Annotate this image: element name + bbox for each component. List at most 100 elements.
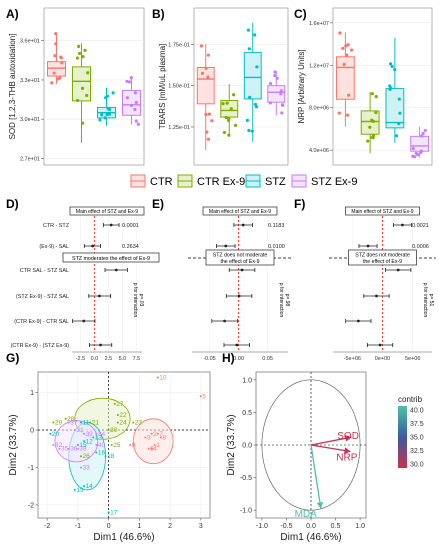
data-point: [233, 123, 238, 127]
data-point: [54, 32, 58, 36]
data-point: [210, 119, 214, 123]
estimate-point: [109, 223, 113, 227]
p-interaction-value: p=.51: [428, 294, 434, 307]
data-point: [103, 116, 107, 120]
individual-point: [132, 421, 135, 424]
data-point: [225, 101, 229, 105]
box-stz: [97, 87, 116, 126]
data-point: [420, 134, 424, 138]
p-interaction-label: p for interaction: [278, 283, 284, 318]
data-point: [268, 101, 272, 105]
row-label: (STZ Ex-9) - STZ SAL: [16, 294, 69, 300]
variable-vector: [310, 444, 351, 454]
row-label: (CTR Ex-9) - CTR SAL: [14, 319, 69, 325]
data-point: [53, 54, 57, 58]
x-axis-label: Dim1 (46.6%): [93, 532, 154, 543]
data-point: [59, 56, 63, 60]
individual-label: 40: [98, 442, 106, 449]
moderation-label-line1: STZ does not moderate: [213, 253, 268, 259]
estimate-point: [99, 343, 102, 347]
individual-label: 18: [107, 453, 115, 460]
individual-label: 7: [159, 431, 163, 438]
individual-point: [80, 455, 82, 458]
variable-vector: [310, 435, 352, 446]
data-point: [397, 121, 401, 126]
data-point: [393, 67, 397, 72]
x-tick-label: 0.05: [262, 356, 273, 362]
estimate-point: [82, 319, 86, 323]
box-body: [335, 56, 355, 100]
individual-label: 34: [98, 431, 106, 438]
colorbar-tick-label: 37.5: [410, 421, 424, 428]
data-point: [232, 93, 236, 97]
data-point: [273, 70, 277, 74]
data-point: [56, 77, 60, 81]
boxplot-C: 1.6e+07 1.2e+07 8.0e+06 4.0e+06 NRP [Arbitra…: [297, 7, 433, 166]
p-value: 0.0006: [412, 244, 429, 250]
legend-label-stz: STZ: [265, 176, 286, 188]
individual-label: 32: [55, 442, 63, 449]
individual-point: [80, 421, 82, 424]
y-tick-label: 4.0e+06: [309, 148, 329, 154]
y-axis-label: NRP [Arbitrary Units]: [297, 49, 306, 123]
data-point: [54, 42, 58, 46]
individual-label: 9: [132, 442, 136, 449]
individual-point: [73, 429, 76, 432]
moderation-label-line2: the effect of Ex-9: [220, 259, 259, 265]
data-point: [281, 103, 285, 108]
legend-title: contrib: [398, 395, 423, 404]
data-point: [368, 125, 372, 129]
data-point: [366, 139, 370, 143]
y-tick-label: 2.7e+01: [20, 156, 40, 162]
individual-label: 3: [147, 435, 151, 442]
individual-point: [76, 447, 79, 450]
individual-point: [199, 395, 202, 398]
data-point: [246, 28, 250, 32]
x-tick-label: 0.00: [233, 356, 244, 362]
box-body: [196, 66, 215, 105]
box-body: [72, 66, 91, 102]
individual-point: [156, 432, 159, 435]
individual-point: [150, 432, 153, 435]
data-point: [133, 91, 137, 95]
individual-label: 4: [153, 446, 157, 453]
box-body: [243, 52, 262, 100]
individual-label: 29: [55, 420, 63, 427]
individual-point: [95, 451, 98, 454]
x-tick-label: 2: [168, 523, 172, 530]
x-axis-label: Dim1 (46.6%): [280, 532, 341, 543]
individual-label: 2: [153, 431, 157, 438]
charts-layer: 3.6e+01 3.3e+01 3.0e+01 2.7e+01 SOD [1,2,3-T…: [8, 7, 436, 543]
data-point: [247, 47, 251, 51]
data-point: [227, 133, 231, 137]
individual-point: [95, 432, 98, 435]
data-point: [206, 137, 211, 141]
data-point: [374, 110, 378, 115]
individual-label: 22: [119, 412, 127, 419]
data-point: [207, 112, 212, 116]
estimate-point: [378, 343, 382, 347]
individual-label: 12: [86, 438, 94, 445]
p-interaction-value: p=.03: [138, 294, 144, 307]
main-effect-box: [69, 206, 145, 216]
y-tick-label: 0: [30, 428, 34, 435]
individual-point: [83, 440, 86, 443]
individual-label: 14: [86, 483, 94, 490]
data-point: [248, 95, 252, 99]
data-point: [370, 92, 374, 96]
box-ctr: [47, 32, 66, 85]
box-ctr: [335, 31, 355, 127]
y-tick-label: 0.0: [242, 443, 252, 450]
individual-label: 27: [116, 401, 124, 408]
y-tick-label: 1.50e-01: [168, 84, 190, 90]
legend-label-stz-ex9: STZ Ex-9: [311, 176, 357, 188]
y-tick-label: -1.0: [240, 508, 252, 515]
p-value: 0.0100: [268, 244, 285, 250]
panel-label-g: G): [6, 351, 19, 365]
group-legend: CTR CTR Ex-9 STZ STZ Ex-9: [130, 174, 357, 188]
individual-label: 28: [67, 416, 75, 423]
contrib-legend: contrib 40.0 37.5 35.0 32.5 30.0: [398, 395, 424, 469]
individual-label: 16: [98, 449, 106, 456]
main-effect-box: [202, 206, 278, 216]
